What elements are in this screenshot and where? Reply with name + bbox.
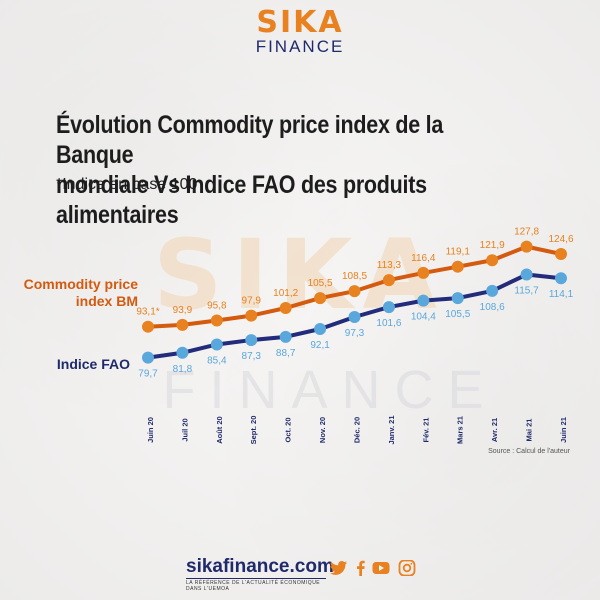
x-tick-label: Nov. 20	[318, 417, 327, 443]
data-point	[520, 268, 533, 281]
chart-title: Évolution Commodity price index de la Ba…	[56, 110, 503, 230]
x-tick-label: Janv. 21	[387, 415, 396, 444]
x-tick-label: Déc. 20	[352, 417, 361, 443]
data-point	[520, 240, 533, 253]
data-label: 85,4	[207, 355, 227, 366]
data-label: 79,7	[138, 369, 158, 380]
data-label: 93,9	[173, 305, 193, 316]
title-line-2: mondiale Vs Indice FAO des produits alim…	[56, 171, 427, 229]
data-point	[451, 292, 464, 305]
data-point	[245, 334, 258, 347]
data-point	[245, 309, 258, 322]
site-url[interactable]: sikafinance.com	[186, 556, 334, 577]
data-label: 105,5	[445, 309, 470, 320]
logo-finance: FINANCE	[255, 37, 345, 56]
legend-fao: Indice FAO	[56, 356, 130, 372]
data-point	[486, 254, 499, 267]
chart-subtitle: *Indice en base 100	[56, 176, 198, 193]
data-point	[417, 266, 430, 279]
logo: SIKA FINANCE	[0, 8, 600, 56]
data-point	[555, 248, 567, 260]
twitter-icon[interactable]	[330, 560, 348, 576]
data-label: 121,9	[480, 240, 505, 251]
data-point	[417, 294, 430, 307]
data-label: 92,1	[310, 340, 330, 351]
data-point	[486, 284, 499, 297]
x-tick-label: Avr. 21	[490, 418, 499, 442]
data-point	[279, 302, 292, 314]
x-tick-label: Juin 21	[559, 417, 568, 443]
data-point	[142, 351, 154, 364]
data-label: 108,6	[480, 302, 505, 313]
data-label: 104,4	[411, 312, 436, 323]
data-label: 124,6	[548, 234, 573, 245]
data-label: 93,1*	[136, 307, 159, 318]
data-point	[210, 338, 223, 351]
site-tagline: LA RÉFÉRENCE DE L'ACTUALITÉ ÉCONOMIQUE D…	[186, 578, 326, 592]
x-tick-label: Juin 20	[146, 417, 155, 443]
x-tick-label: Mars 21	[456, 416, 465, 444]
data-label: 108,5	[342, 271, 367, 282]
x-tick-label: Juil 20	[180, 418, 189, 441]
logo-sika: SIKA	[256, 5, 344, 40]
data-point	[348, 285, 361, 298]
data-point	[314, 323, 327, 335]
data-label: 116,4	[411, 253, 436, 264]
facebook-icon[interactable]	[352, 560, 370, 576]
data-label: 105,5	[308, 278, 333, 289]
data-point	[176, 346, 189, 359]
data-label: 114,1	[549, 289, 574, 300]
data-point	[348, 311, 361, 323]
data-label: 97,9	[242, 296, 262, 307]
data-label: 127,8	[514, 227, 539, 238]
data-label: 101,2	[273, 288, 298, 299]
data-point	[382, 301, 395, 314]
data-point	[279, 330, 292, 343]
data-point	[451, 260, 464, 273]
footer: sikafinance.com LA RÉFÉRENCE DE L'ACTUAL…	[0, 556, 600, 592]
data-label: 88,7	[276, 348, 296, 359]
data-point	[555, 272, 567, 285]
x-tick-label: Fév. 21	[421, 418, 430, 443]
data-label: 81,8	[173, 364, 193, 375]
legend-commodity: Commodity price index BM	[23, 276, 138, 309]
youtube-icon[interactable]	[372, 560, 390, 576]
data-point	[176, 318, 189, 331]
watermark-bottom: FINANCE	[162, 360, 497, 420]
source-note: Source : Calcul de l'auteur	[488, 448, 570, 455]
title-line-1: Évolution Commodity price index de la Ba…	[56, 111, 444, 169]
data-label: 87,3	[242, 351, 262, 362]
instagram-icon[interactable]	[398, 560, 416, 576]
x-tick-label: Août 20	[215, 416, 224, 444]
data-point	[142, 320, 154, 333]
x-tick-label: Sept. 20	[249, 416, 258, 445]
data-label: 119,1	[446, 247, 471, 258]
data-point	[210, 314, 223, 327]
data-point	[382, 274, 395, 287]
data-label: 97,3	[345, 328, 365, 339]
data-label: 115,7	[514, 286, 539, 297]
x-tick-label: Oct. 20	[284, 417, 293, 442]
data-label: 101,6	[376, 318, 401, 329]
data-label: 95,8	[207, 300, 227, 311]
x-tick-label: Mai 21	[525, 419, 534, 442]
data-point	[314, 292, 327, 305]
data-label: 113,3	[377, 260, 402, 271]
